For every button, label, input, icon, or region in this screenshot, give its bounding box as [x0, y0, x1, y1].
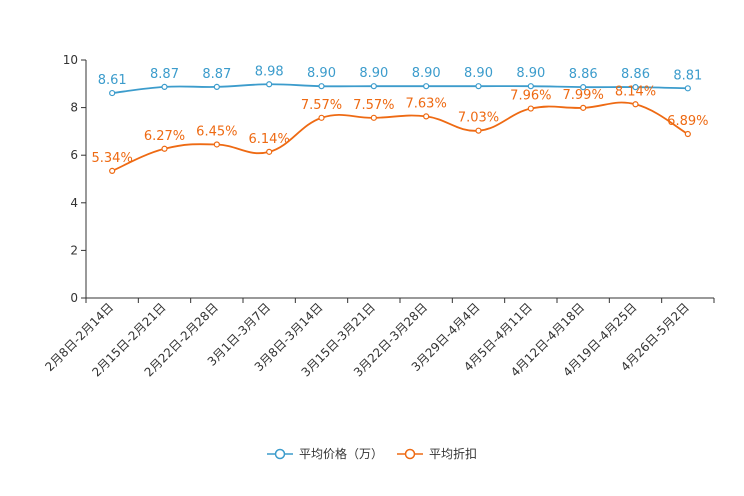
data-point[interactable]: [213, 83, 220, 90]
legend-line-marker-icon: [397, 448, 423, 459]
data-label: 6.45%: [196, 124, 237, 139]
y-tick-label: 4: [70, 196, 78, 210]
legend-label-avg-price: 平均价格（万）: [298, 447, 383, 461]
legend-item-avg-price[interactable]: 平均价格（万）: [266, 445, 383, 462]
data-point[interactable]: [213, 141, 220, 148]
data-label: 8.87: [150, 67, 179, 82]
data-label: 8.14%: [615, 84, 656, 99]
line-chart: 02468102月8日-2月14日2月15日-2月21日2月22日-2月28日3…: [42, 53, 715, 380]
chart-series: [109, 81, 691, 175]
legend-label-avg-discount: 平均折扣: [429, 447, 478, 461]
data-point[interactable]: [109, 167, 116, 175]
data-label: 8.81: [673, 68, 702, 83]
data-label: 8.87: [202, 67, 231, 82]
y-tick-label: 6: [70, 148, 78, 162]
data-point[interactable]: [632, 101, 639, 108]
data-point[interactable]: [580, 84, 587, 91]
data-label: 5.34%: [92, 151, 133, 166]
data-label: 8.98: [255, 64, 284, 79]
data-point[interactable]: [423, 113, 430, 120]
data-point[interactable]: [423, 83, 430, 90]
data-point[interactable]: [684, 130, 691, 138]
data-label: 8.90: [464, 66, 493, 81]
data-point[interactable]: [370, 114, 377, 121]
legend-line-marker-icon: [266, 448, 293, 459]
data-point[interactable]: [527, 105, 534, 112]
y-tick-label: 10: [63, 53, 78, 67]
data-label: 8.61: [98, 73, 127, 88]
data-label: 7.63%: [406, 96, 447, 111]
data-label: 8.86: [621, 67, 650, 82]
data-point[interactable]: [266, 148, 273, 155]
data-point[interactable]: [370, 83, 377, 90]
chart-data-labels: 8.61 8.87 8.87 8.98 8.90 8.90 8.90 8.90 8.90 8.86…: [92, 64, 709, 166]
legend-item-avg-discount[interactable]: 平均折扣: [397, 445, 477, 462]
data-label: 7.96%: [510, 89, 551, 104]
data-label: 8.86: [569, 67, 598, 82]
data-point[interactable]: [318, 114, 325, 121]
data-label: 8.90: [412, 66, 441, 81]
data-label: 8.90: [516, 66, 545, 81]
data-point[interactable]: [527, 83, 534, 90]
data-point[interactable]: [318, 83, 325, 90]
data-label: 6.14%: [249, 132, 290, 147]
data-label: 6.89%: [667, 114, 708, 129]
y-tick-label: 0: [70, 291, 78, 305]
data-label: 7.99%: [563, 88, 604, 103]
data-label: 7.03%: [458, 111, 499, 126]
data-point[interactable]: [580, 104, 587, 111]
data-point[interactable]: [161, 145, 168, 152]
y-tick-label: 8: [70, 101, 78, 115]
data-point[interactable]: [266, 81, 273, 88]
data-label: 7.57%: [301, 98, 342, 113]
data-point[interactable]: [475, 127, 482, 134]
data-label: 7.57%: [353, 98, 394, 113]
series-line-avg-discount: [111, 101, 689, 172]
data-point[interactable]: [684, 85, 691, 92]
data-label: 6.27%: [144, 129, 185, 144]
data-point[interactable]: [475, 83, 482, 90]
data-label: 8.90: [359, 66, 388, 81]
data-point[interactable]: [161, 83, 168, 90]
data-label: 8.90: [307, 66, 336, 81]
chart-legend: 平均价格（万） 平均折扣: [0, 445, 744, 462]
y-tick-label: 2: [70, 243, 78, 257]
data-point[interactable]: [109, 89, 116, 97]
data-point[interactable]: [632, 84, 639, 91]
series-line-avg-price: [112, 83, 688, 94]
